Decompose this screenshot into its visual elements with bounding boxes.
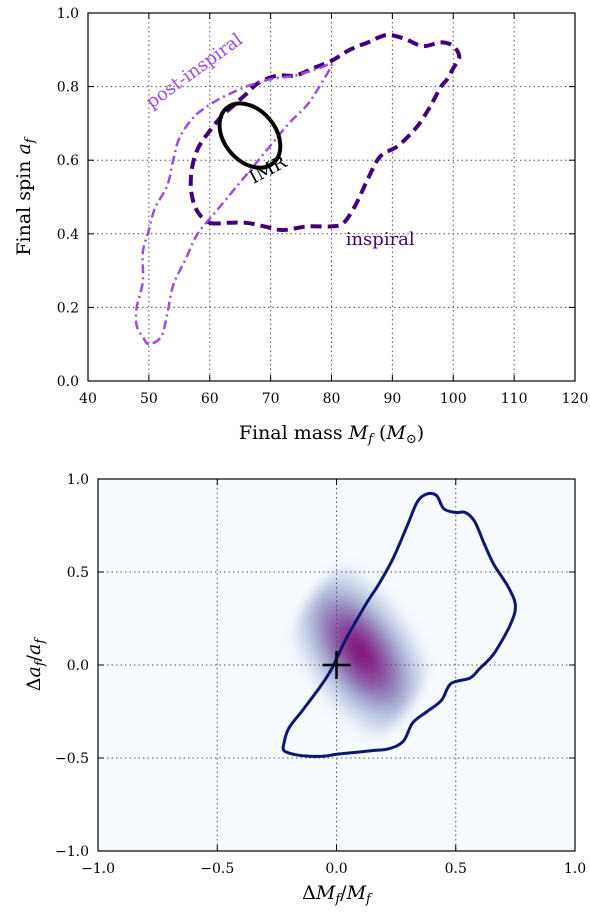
series-label: inspiral [346,229,415,250]
x-tick-label: 60 [201,391,219,407]
y-axis-label-text: Final spin [13,154,35,255]
x-tick-label: 120 [562,391,589,407]
series-label: post-inspiral [142,29,247,113]
y-tick-label: 0.0 [67,658,89,674]
x-axis-delta: Δ [302,882,316,904]
x-tick-label: 0.5 [445,861,467,877]
series-label: IMR [246,151,291,188]
y-tick-label: 0.4 [57,227,79,243]
x-tick-label: 50 [140,391,158,407]
y-axis-label: Δaf/af [23,637,48,692]
x-tick-label: −1.0 [81,861,115,877]
contour-IMR [217,101,283,170]
x-axis-var: M [315,882,336,904]
x-tick-label: 0.0 [325,861,347,877]
x-axis-var2: M [346,882,367,904]
y-tick-label: −1.0 [55,844,89,860]
y-tick-label: 0.2 [57,300,79,316]
mass-spin-panel: 40 50 60 70 80 90 100 110 1200.00.20.40.60.81.0 … [13,6,588,447]
contours [134,33,462,346]
x-tick-label: 100 [440,391,467,407]
x-axis-var: M [348,422,369,444]
y-tick-label: 1.0 [67,472,89,488]
y-axis-delta: Δ [23,677,45,691]
x-axis-label-text: Final mass [239,422,349,444]
density-map [276,541,444,763]
contour-inspiral [188,33,462,233]
x-tick-label: 1.0 [564,861,586,877]
y-tick-label: −0.5 [55,751,89,767]
x-axis-sub: f [334,892,342,907]
x-tick-label: 90 [383,391,401,407]
credible-region-contour [281,491,517,758]
y-axis-var: a [13,143,35,154]
x-axis-unit-var: M [385,422,406,444]
x-axis-label: Final mass Mf (M⊙) [239,422,424,447]
x-axis-unit-sub: ⊙ [406,432,417,447]
y-tick-label: 0.8 [57,80,79,96]
y-axis-sub2: f [33,637,48,645]
x-axis-unit-close: ) [417,422,424,444]
tick-labels: −1.0 −0.5 0.0 0.5 1.0 −1.0 −0.5 0.0 0.5 1.0 [55,472,586,877]
grid [88,13,575,381]
y-tick-label: 1.0 [57,6,79,22]
y-axis-slash: / [23,654,45,661]
x-tick-label: 40 [79,391,97,407]
y-axis-sub: f [23,136,38,144]
y-tick-label: 0.5 [67,565,89,581]
x-axis-sub2: f [365,892,373,907]
y-axis-sub: f [33,659,48,667]
x-axis-slash: / [340,882,347,904]
y-tick-label: 0.6 [57,153,79,169]
contour-post-inspiral [134,62,333,346]
x-tick-label: 80 [323,391,341,407]
tick-labels: 40 50 60 70 80 90 100 110 120 0.0 0.2 0.4 0.6 0.8 1.0 [57,6,589,407]
x-axis-label: ΔMf/Mf [302,882,373,907]
deviation-panel: −1.0 −0.5 0.0 0.5 1.0−1.0−0.50.00.51.0 ΔMf/M… [23,472,586,907]
y-axis-var2: a [23,644,45,655]
y-tick-label: 0.0 [57,374,79,390]
x-tick-label: 70 [262,391,280,407]
x-axis-sub: f [367,432,375,447]
y-axis-label: Final spin af [13,136,38,256]
gr-prediction-marker [322,651,351,679]
y-axis-var: a [23,666,45,677]
x-axis-unit-open: ( [373,422,386,444]
x-tick-label: 110 [501,391,528,407]
x-tick-label: −0.5 [200,861,234,877]
